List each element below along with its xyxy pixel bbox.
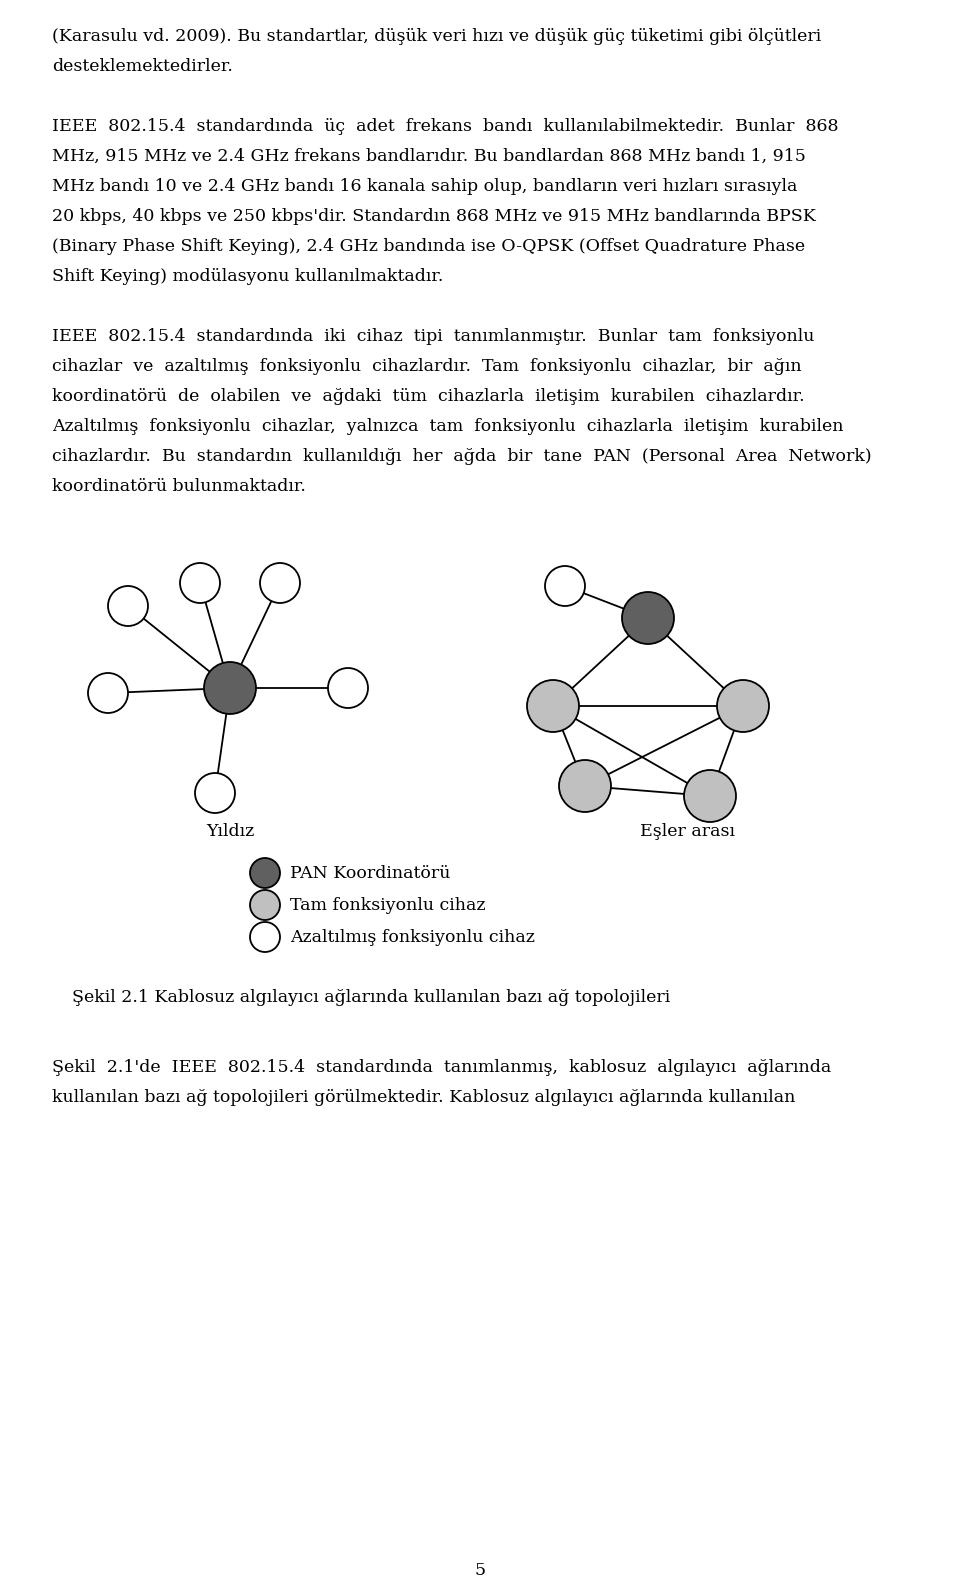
Circle shape: [622, 592, 674, 644]
Circle shape: [527, 679, 579, 732]
Text: (Karasulu vd. 2009). Bu standartlar, düşük veri hızı ve düşük güç tüketimi gibi : (Karasulu vd. 2009). Bu standartlar, düş…: [52, 29, 821, 44]
Text: PAN Koordinatörü: PAN Koordinatörü: [290, 865, 450, 881]
Circle shape: [250, 922, 280, 952]
Text: kullanılan bazı ağ topolojileri görülmektedir. Kablosuz algılayıcı ağlarında kul: kullanılan bazı ağ topolojileri görülmek…: [52, 1089, 796, 1106]
Text: Şekil 2.1 Kablosuz algılayıcı ağlarında kullanılan bazı ağ topolojileri: Şekil 2.1 Kablosuz algılayıcı ağlarında …: [72, 989, 670, 1006]
Circle shape: [684, 770, 736, 822]
Circle shape: [559, 760, 611, 813]
Circle shape: [717, 679, 769, 732]
Circle shape: [545, 567, 585, 606]
Text: IEEE  802.15.4  standardında  üç  adet  frekans  bandı  kullanılabilmektedir.  B: IEEE 802.15.4 standardında üç adet freka…: [52, 117, 838, 135]
Circle shape: [250, 890, 280, 920]
Text: Eşler arası: Eşler arası: [640, 824, 735, 840]
Text: MHz bandı 10 ve 2.4 GHz bandı 16 kanala sahip olup, bandların veri hızları sıras: MHz bandı 10 ve 2.4 GHz bandı 16 kanala …: [52, 178, 798, 195]
Text: Azaltılmış  fonksiyonlu  cihazlar,  yalnızca  tam  fonksiyonlu  cihazlarla  ilet: Azaltılmış fonksiyonlu cihazlar, yalnızc…: [52, 417, 844, 435]
Text: IEEE  802.15.4  standardında  iki  cihaz  tipi  tanımlanmıştır.  Bunlar  tam  fo: IEEE 802.15.4 standardında iki cihaz tip…: [52, 329, 814, 344]
Text: Tam fonksiyonlu cihaz: Tam fonksiyonlu cihaz: [290, 897, 486, 914]
Text: (Binary Phase Shift Keying), 2.4 GHz bandında ise O-QPSK (Offset Quadrature Phas: (Binary Phase Shift Keying), 2.4 GHz ban…: [52, 238, 805, 256]
Text: Shift Keying) modülasyonu kullanılmaktadır.: Shift Keying) modülasyonu kullanılmaktad…: [52, 268, 444, 286]
Circle shape: [88, 673, 128, 713]
Circle shape: [260, 563, 300, 603]
Text: Yıldız: Yıldız: [205, 824, 254, 840]
Text: cihazlar  ve  azaltılmış  fonksiyonlu  cihazlardır.  Tam  fonksiyonlu  cihazlar,: cihazlar ve azaltılmış fonksiyonlu cihaz…: [52, 359, 802, 375]
Circle shape: [250, 859, 280, 889]
Text: MHz, 915 MHz ve 2.4 GHz frekans bandlarıdır. Bu bandlardan 868 MHz bandı 1, 915: MHz, 915 MHz ve 2.4 GHz frekans bandları…: [52, 148, 805, 165]
Circle shape: [328, 668, 368, 708]
Text: 20 kbps, 40 kbps ve 250 kbps'dir. Standardın 868 MHz ve 915 MHz bandlarında BPSK: 20 kbps, 40 kbps ve 250 kbps'dir. Standa…: [52, 208, 816, 225]
Text: desteklemektedirler.: desteklemektedirler.: [52, 59, 233, 75]
Text: koordinatörü  de  olabilen  ve  ağdaki  tüm  cihazlarla  iletişim  kurabilen  ci: koordinatörü de olabilen ve ağdaki tüm c…: [52, 387, 804, 405]
Circle shape: [180, 563, 220, 603]
Text: Şekil  2.1'de  IEEE  802.15.4  standardında  tanımlanmış,  kablosuz  algılayıcı : Şekil 2.1'de IEEE 802.15.4 standardında …: [52, 1059, 831, 1076]
Circle shape: [204, 662, 256, 714]
Text: 5: 5: [474, 1562, 486, 1579]
Text: Azaltılmış fonksiyonlu cihaz: Azaltılmış fonksiyonlu cihaz: [290, 928, 535, 946]
Text: koordinatörü bulunmaktadır.: koordinatörü bulunmaktadır.: [52, 478, 306, 495]
Circle shape: [195, 773, 235, 813]
Text: cihazlardır.  Bu  standardın  kullanıldığı  her  ağda  bir  tane  PAN  (Personal: cihazlardır. Bu standardın kullanıldığı …: [52, 448, 872, 465]
Circle shape: [108, 586, 148, 625]
